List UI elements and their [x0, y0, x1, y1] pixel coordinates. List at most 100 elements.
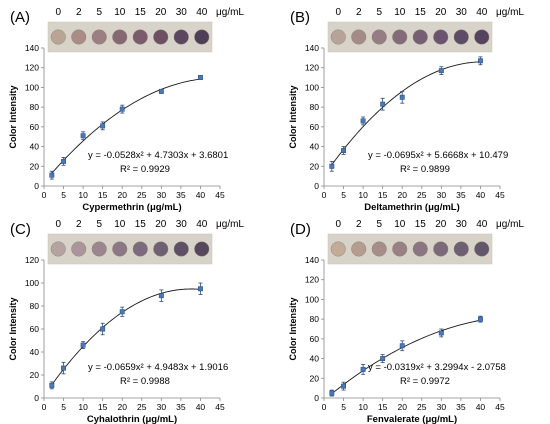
x-tick-label: 35: [176, 190, 186, 200]
strip-unit-label: μg/mL: [216, 7, 244, 18]
strip-dot: [371, 29, 387, 45]
strip-dot: [453, 29, 469, 45]
x-tick-label: 5: [341, 402, 346, 412]
strip-dot: [330, 29, 346, 45]
data-point: [380, 356, 386, 362]
y-tick-label: 120: [25, 63, 39, 73]
chart-panel: (D) 0 2 5 10 15 20 30 40 μg/mL0204060801001201400…: [288, 219, 524, 424]
x-tick-label: 20: [397, 402, 407, 412]
strip-dot: [50, 241, 66, 257]
strip-concentration-label: 5: [96, 219, 102, 230]
strip-dot: [132, 29, 148, 45]
strip-dot: [50, 29, 66, 45]
strip-concentration-label: 20: [435, 7, 447, 18]
strip-concentration-label: 0: [335, 219, 341, 230]
data-point: [197, 286, 203, 292]
strip-concentration-label: 0: [55, 7, 61, 18]
x-tick-label: 35: [176, 402, 186, 412]
strip-dot: [112, 29, 128, 45]
strip-dot: [71, 29, 87, 45]
strip-concentration-label: 10: [114, 7, 126, 18]
fit-r-squared: R² = 0.9929: [120, 164, 170, 175]
x-tick-label: 10: [358, 190, 368, 200]
fit-r-squared: R² = 0.9988: [120, 376, 170, 387]
data-point: [341, 383, 347, 389]
y-axis-title: Color Intensity: [8, 85, 18, 148]
x-tick-label: 0: [322, 190, 327, 200]
y-tick-label: 140: [25, 43, 39, 53]
x-tick-label: 25: [137, 190, 147, 200]
data-point: [100, 326, 106, 332]
strip-dot: [474, 241, 490, 257]
y-tick-label: 20: [30, 161, 40, 171]
y-tick-label: 0: [314, 393, 319, 403]
fit-curve: [331, 61, 481, 166]
data-point: [438, 68, 444, 74]
y-tick-label: 80: [310, 102, 320, 112]
strip-concentration-label: 30: [456, 219, 468, 230]
x-tick-label: 35: [456, 402, 466, 412]
strip-dot: [153, 29, 169, 45]
data-point: [329, 163, 335, 169]
y-tick-label: 120: [305, 63, 319, 73]
strip-concentration-label: 5: [376, 219, 382, 230]
x-tick-label: 5: [61, 190, 66, 200]
y-tick-label: 140: [305, 43, 319, 53]
strip-concentration-label: 10: [114, 219, 126, 230]
strip-concentration-label: 20: [155, 219, 167, 230]
x-tick-label: 35: [456, 190, 466, 200]
y-tick-label: 100: [25, 278, 39, 288]
x-tick-label: 10: [358, 402, 368, 412]
strip-dot: [392, 241, 408, 257]
x-tick-label: 10: [78, 402, 88, 412]
y-tick-label: 20: [310, 373, 320, 383]
fit-r-squared: R² = 0.9899: [400, 164, 450, 175]
strip-concentration-label: 20: [435, 219, 447, 230]
fit-equation: y = -0.0528x² + 4.7303x + 3.6801: [88, 150, 228, 161]
strip-dot: [433, 29, 449, 45]
x-tick-label: 0: [42, 190, 47, 200]
x-tick-label: 15: [378, 190, 388, 200]
strip-unit-label: μg/mL: [216, 219, 244, 230]
strip-concentration-label: 20: [155, 7, 167, 18]
y-tick-label: 120: [305, 275, 319, 285]
data-point: [80, 342, 86, 348]
x-tick-label: 10: [78, 190, 88, 200]
y-axis-title: Color Intensity: [8, 297, 18, 360]
strip-dot: [91, 241, 107, 257]
x-axis-title: Fenvalerate (μg/mL): [367, 414, 457, 424]
data-point: [80, 133, 86, 139]
x-tick-label: 25: [417, 402, 427, 412]
strip-dot: [173, 241, 189, 257]
data-point: [380, 101, 386, 107]
data-point: [158, 293, 164, 299]
strip-dot: [194, 241, 210, 257]
y-tick-label: 40: [310, 142, 320, 152]
x-tick-label: 5: [341, 190, 346, 200]
data-point: [158, 88, 164, 94]
panel-label: (D): [290, 221, 311, 238]
strip-dot: [194, 29, 210, 45]
data-point: [477, 58, 483, 64]
strip-concentration-label: 2: [356, 219, 362, 230]
x-tick-label: 30: [437, 402, 447, 412]
y-tick-label: 0: [314, 181, 319, 191]
y-tick-label: 60: [30, 122, 40, 132]
strip-concentration-label: 15: [415, 7, 427, 18]
x-tick-label: 20: [117, 190, 127, 200]
x-tick-label: 0: [322, 402, 327, 412]
x-tick-label: 15: [98, 402, 108, 412]
data-point: [100, 123, 106, 129]
y-tick-label: 60: [310, 122, 320, 132]
strip-dot: [351, 29, 367, 45]
panel-label: (B): [290, 9, 310, 26]
strip-concentration-label: 2: [76, 219, 82, 230]
strip-concentration-label: 15: [415, 219, 427, 230]
x-tick-label: 15: [98, 190, 108, 200]
data-point: [119, 106, 125, 112]
strip-dot: [71, 241, 87, 257]
chart-panel: (B) 0 2 5 10 15 20 30 40 μg/mL0204060801001201400…: [288, 7, 524, 213]
y-tick-label: 0: [34, 393, 39, 403]
strip-dot: [433, 241, 449, 257]
